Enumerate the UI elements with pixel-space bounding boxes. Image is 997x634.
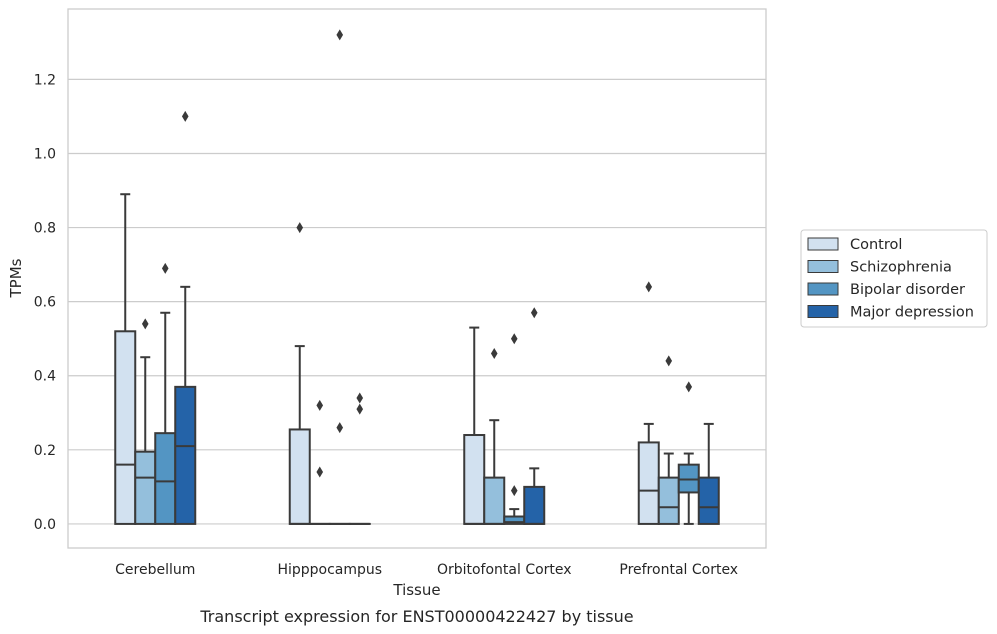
y-axis-title: TPMs (7, 258, 25, 298)
box-body (697, 476, 720, 525)
x-axis-title: Tissue (392, 581, 440, 599)
box-body (523, 485, 546, 525)
box-0-1 (288, 222, 311, 525)
series-0 (114, 193, 660, 525)
y-tick-label-4: 0.8 (34, 221, 56, 237)
box-0-3 (637, 281, 660, 525)
outlier-point-0 (316, 466, 324, 478)
outlier-point-0 (141, 318, 149, 330)
box-body (114, 330, 137, 525)
legend-swatch-0 (807, 237, 839, 251)
outlier-point-1 (316, 399, 324, 411)
outlier-point-0 (336, 422, 344, 434)
series-3 (174, 110, 720, 525)
series-1 (134, 318, 680, 525)
box-series (114, 29, 720, 525)
legend-swatch-3 (807, 305, 839, 318)
box-1-0 (134, 318, 157, 525)
plot-frame (67, 8, 767, 549)
outlier-point-1 (336, 29, 344, 41)
box-body (288, 428, 311, 525)
x-tick-label-1: Hipppocampus (277, 562, 382, 578)
legend-swatch-2 (807, 282, 839, 296)
box-1-1 (308, 399, 331, 525)
box-1-3 (657, 355, 680, 525)
box-3-1 (348, 392, 371, 525)
legend-frame (800, 229, 988, 328)
outlier-point-0 (181, 110, 189, 122)
y-tick-label-6: 1.2 (34, 72, 56, 88)
box-body (463, 434, 486, 525)
outlier-point-0 (356, 403, 364, 415)
x-tick-label-0: Cerebellum (115, 562, 195, 578)
box-body (657, 476, 680, 525)
y-tick-label-1: 0.2 (34, 443, 56, 459)
outlier-point-0 (530, 307, 538, 319)
box-body (483, 476, 506, 525)
box-2-3 (677, 381, 700, 525)
outlier-point-0 (685, 381, 693, 393)
y-tick-labels: 0.0 0.2 0.4 0.6 0.8 1.0 1.2 (34, 72, 56, 533)
legend-label-1: Schizophrenia (850, 260, 952, 276)
outlier-point-0 (161, 262, 169, 274)
box-3-2 (523, 307, 546, 525)
legend-swatch-1 (807, 260, 839, 273)
box-body (174, 385, 197, 525)
legend-label-2: Bipolar disorder (850, 282, 965, 298)
legend: Control Schizophrenia Bipolar disorder Majo… (800, 229, 988, 328)
box-1-2 (483, 348, 506, 525)
box-2-1 (328, 29, 351, 525)
y-tick-label-3: 0.6 (34, 295, 56, 311)
box-0-0 (114, 193, 137, 525)
box-2-2 (503, 333, 526, 525)
outlier-point-0 (645, 281, 653, 293)
box-body (134, 450, 157, 525)
y-tick-label-2: 0.4 (34, 369, 56, 385)
x-tick-label-3: Prefrontal Cortex (619, 562, 738, 578)
outlier-point-0 (296, 222, 304, 234)
outlier-point-0 (510, 485, 518, 497)
y-tick-label-5: 1.0 (34, 146, 56, 162)
outlier-point-1 (510, 333, 518, 345)
outlier-point-1 (356, 392, 364, 404)
x-tick-label-2: Orbitofontal Cortex (437, 562, 572, 578)
box-3-0 (174, 110, 197, 525)
chart-caption: Transcript expression for ENST0000042242… (199, 607, 633, 626)
series-2 (154, 29, 700, 525)
x-tick-labels: Cerebellum Hipppocampus Orbitofontal Corte… (115, 562, 738, 578)
outlier-point-0 (665, 355, 673, 367)
box-3-3 (697, 422, 720, 525)
box-0-2 (463, 326, 486, 525)
y-tick-label-0: 0.0 (34, 517, 56, 533)
box-body (637, 441, 660, 525)
legend-label-3: Major depression (850, 305, 974, 321)
box-body (154, 432, 177, 525)
outlier-point-0 (490, 348, 498, 360)
legend-label-0: Control (850, 237, 902, 253)
